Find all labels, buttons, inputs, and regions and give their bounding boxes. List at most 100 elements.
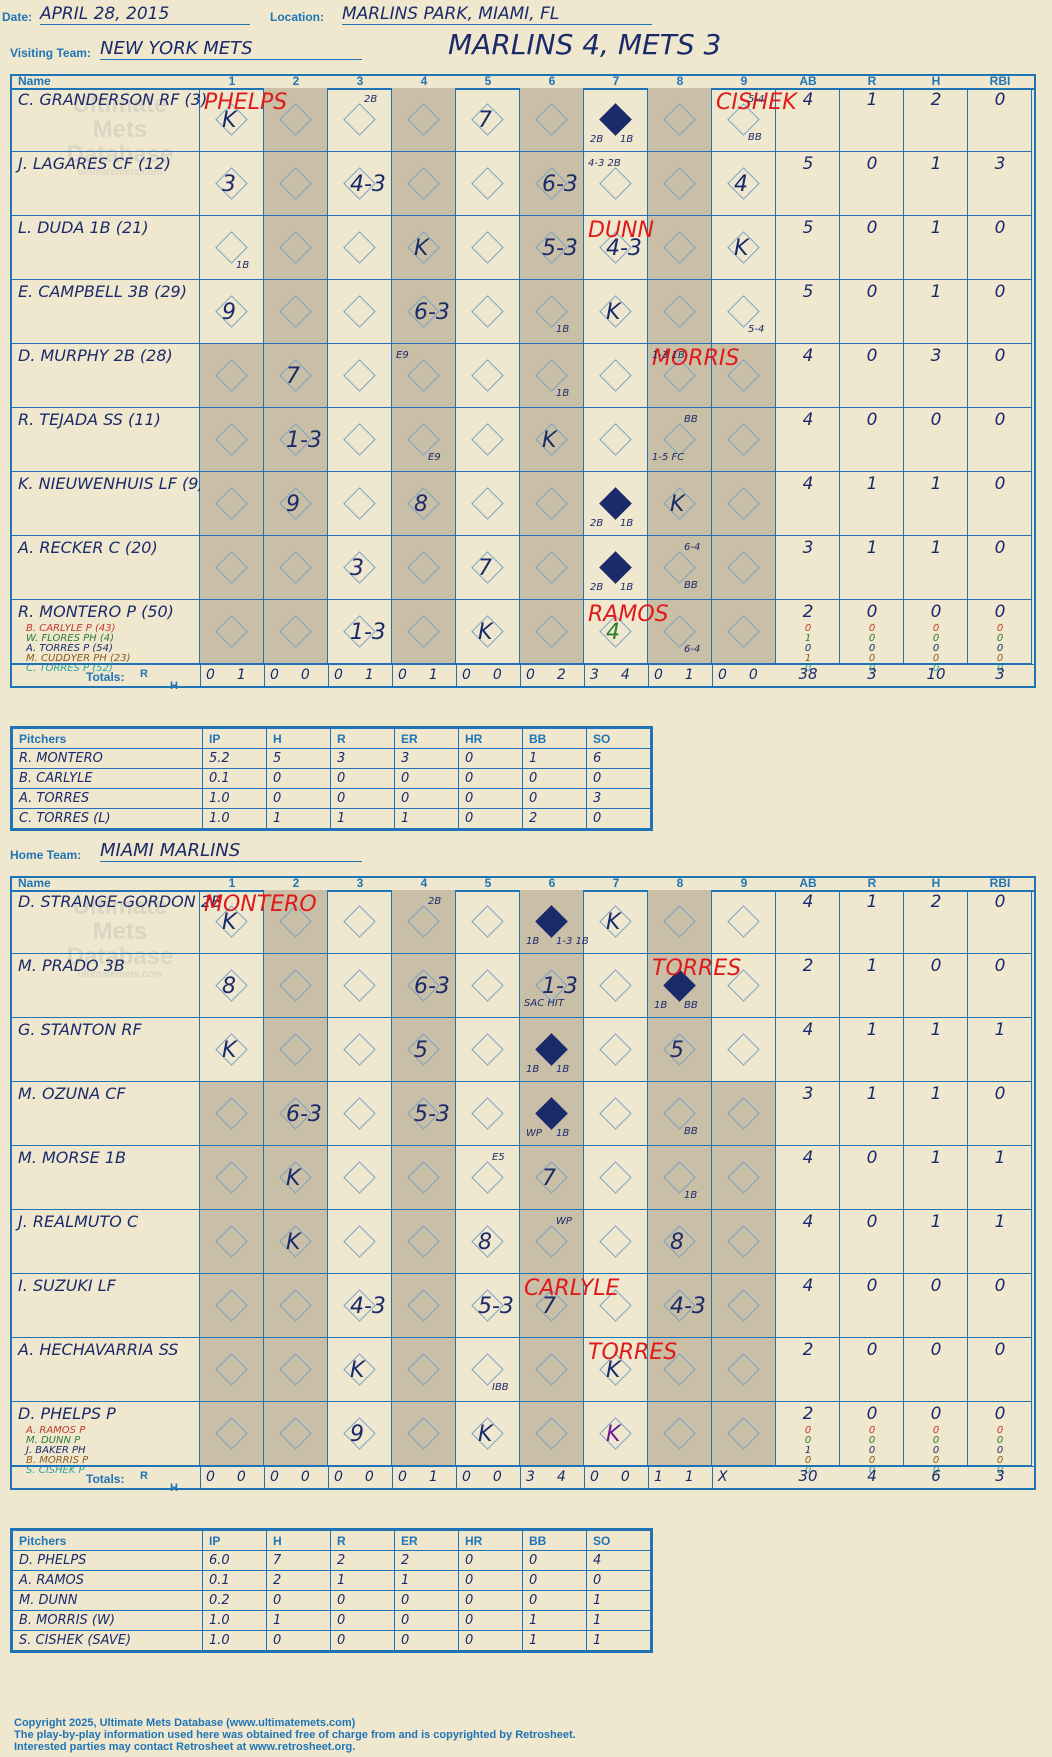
watermark-line2: Mets [92,116,148,143]
stat-value-h: 1 [930,218,942,238]
stat-cell-rbi [968,344,1032,408]
inning-runs: 0 [206,667,215,683]
inning-total-divider [648,1466,649,1488]
stat-cell-r [840,890,904,954]
stat-cell-ab [776,1338,840,1402]
at-bat-cell [520,88,584,152]
pitcher-row: M. DUNN 0.2 0 0 0 0 0 1 [12,1590,651,1611]
inning-runs: 0 [206,1469,215,1485]
substitute-stat-h: 0 [932,1425,940,1436]
at-bat-cell [584,472,648,536]
pitcher-er: 1 [394,808,459,829]
substitute-name: A. RAMOS P [26,1425,86,1436]
at-bat-cell [328,890,392,954]
at-bat-cell [520,344,584,408]
batter-name-cell [10,88,200,152]
stat-value-r: 0 [866,1212,878,1232]
inning-header-2: 2 [292,876,300,890]
stat-value-ab: 4 [802,410,814,430]
rh-h: H [170,680,178,692]
watermark-line3: Database [66,141,174,168]
inning-runs: 3 [590,667,599,683]
at-bat-cell [520,1274,584,1338]
play-notation: 5 [670,1038,684,1063]
pitcher-row: B. CARLYLE 0.1 0 0 0 0 0 0 [12,768,651,789]
pitcher-name: A. TORRES [12,788,203,809]
watermark-logo: Ultimate Mets Database ultimatemets.com [40,894,200,981]
inning-runs: 0 [270,667,279,683]
at-bat-cell [584,216,648,280]
pitcher-so: 1 [586,1610,651,1631]
stat-value-r: 0 [866,218,878,238]
stat-value-r: 1 [866,474,878,494]
at-bat-cell [328,472,392,536]
at-bat-cell [584,152,648,216]
totals-stat: 3 [995,1467,1005,1485]
at-bat-cell [328,600,392,664]
play-notation: RAMOS [588,602,669,627]
inning-total-divider [456,664,457,686]
stat-cell-h [904,1402,968,1466]
batter-name: E. CAMPBELL 3B (29) [18,282,187,301]
at-bat-cell [264,280,328,344]
substitute-name: S. CISHEK P [26,1465,85,1476]
at-bat-cell [392,280,456,344]
at-bat-cell [584,1146,648,1210]
at-bat-cell [200,472,264,536]
stat-cell-r [840,280,904,344]
pitcher-bb: 2 [522,808,587,829]
inning-header-2: 2 [292,74,300,88]
stat-value-h: 0 [930,602,942,622]
stat-value-ab: 4 [802,1212,814,1232]
batter-name: M. OZUNA CF [18,1084,126,1103]
pitchers-header-r: R [330,1530,395,1551]
inning-total-divider [456,1466,457,1488]
pitcher-name: R. MONTERO [12,748,203,769]
stat-value-ab: 3 [802,1084,814,1104]
pitcher-bb: 0 [522,768,587,789]
stat-cell-ab [776,1018,840,1082]
stat-cell-ab [776,1210,840,1274]
home-team-name: MIAMI MARLINS [100,840,362,862]
at-bat-cell [712,1082,776,1146]
pitcher-r: 2 [330,1550,395,1571]
base-note: 1B [526,1064,540,1075]
play-notation: 1-3 1B [652,350,685,361]
at-bat-cell [200,890,264,954]
substitute-stat-h: 0 [932,663,940,674]
inning-header-5: 5 [484,876,492,890]
inning-header-8: 8 [676,74,684,88]
name-column-header: Name [18,74,51,88]
substitute-stat-r: 0 [868,1425,876,1436]
substitute-stat-ab: 0 [804,623,812,634]
at-bat-cell [648,1018,712,1082]
pitcher-row: A. RAMOS 0.1 2 1 1 0 0 0 [12,1570,651,1591]
at-bat-cell [712,1402,776,1466]
substitute-stat-ab: 0 [804,663,812,674]
stat-cell-r [840,1018,904,1082]
inning-total-divider [200,664,201,686]
at-bat-cell [584,1210,648,1274]
pitcher-h: 7 [266,1550,331,1571]
inning-header-9: 9 [740,876,748,890]
column-header-row [10,876,1036,890]
pitcher-er: 0 [394,768,459,789]
at-bat-cell [264,88,328,152]
at-bat-cell [584,600,648,664]
at-bat-cell [264,1402,328,1466]
at-bat-cell [200,954,264,1018]
pitcher-bb: 1 [522,748,587,769]
at-bat-cell [712,280,776,344]
stat-value-h: 1 [930,154,942,174]
inning-runs: 0 [590,1469,599,1485]
inning-hits: 2 [556,667,566,683]
play-notation: 6-3 [286,1102,322,1127]
stat-cell-r [840,216,904,280]
pitcher-r: 0 [330,1610,395,1631]
inning-hits: 0 [300,1469,310,1485]
pitcher-so: 0 [586,808,651,829]
substitute-stat-h: 0 [932,1435,940,1446]
play-notation: K [350,1358,365,1383]
